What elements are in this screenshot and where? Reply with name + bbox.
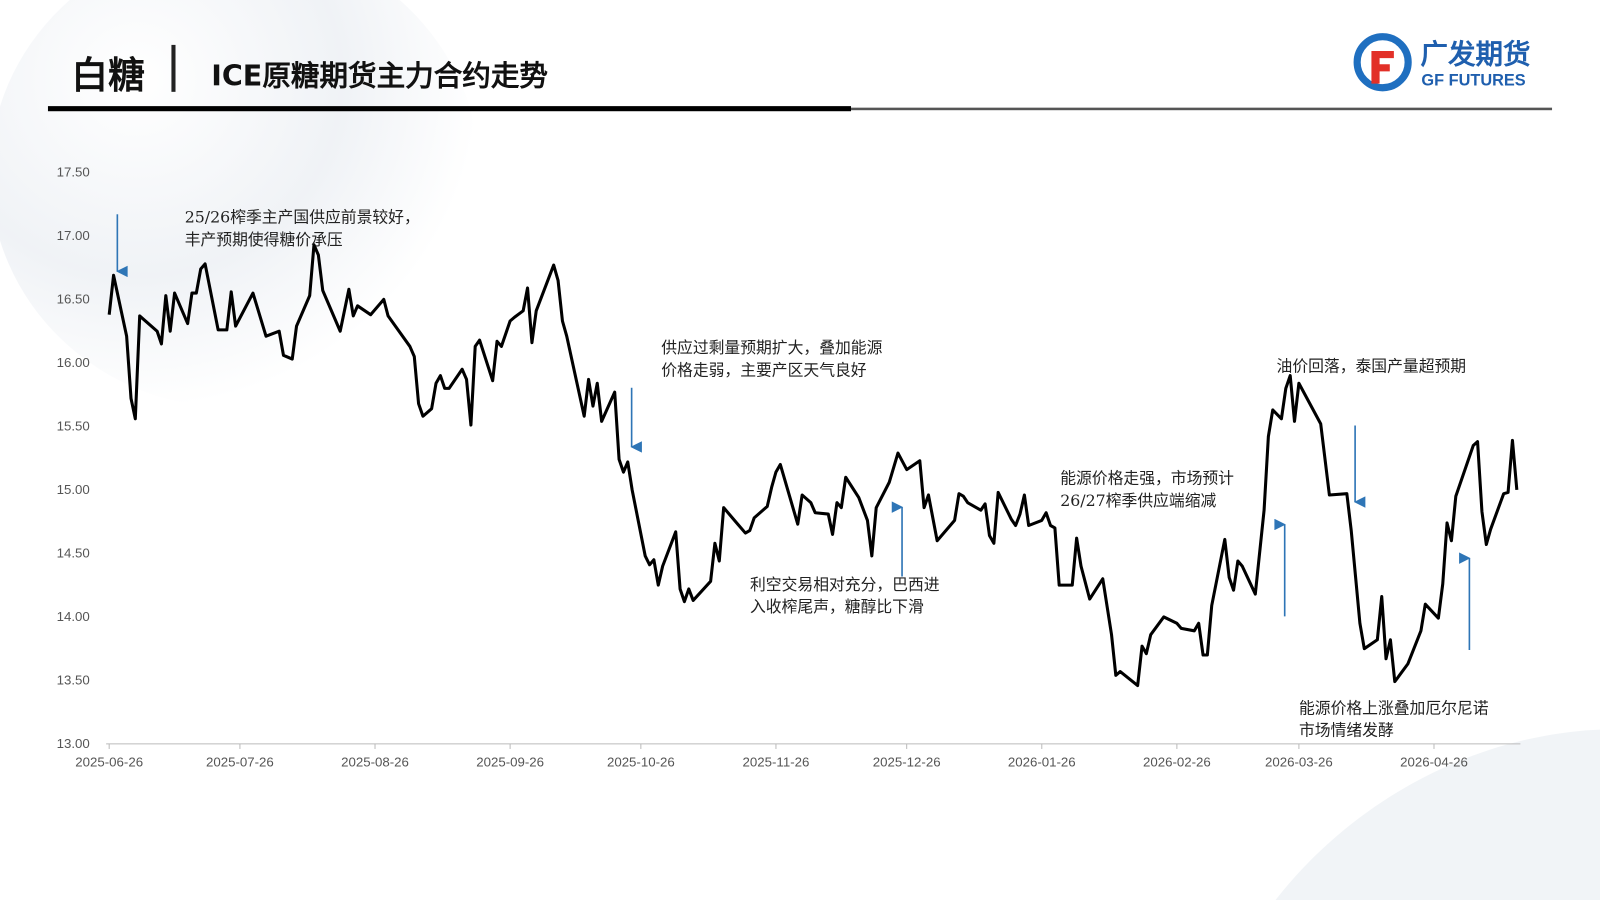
- decoration: [1275, 729, 1600, 900]
- annotation: 价格走弱，主要产区天气良好: [661, 361, 867, 380]
- x-tick-label: 2025-11-26: [743, 754, 810, 769]
- annotation: 入收榨尾声，糖醇比下滑: [750, 597, 924, 616]
- x-tick-label: 2026-02-26: [1143, 754, 1211, 769]
- annotation: 能源价格走强，市场预计: [1060, 469, 1234, 488]
- annotation: 丰产预期使得糖价承压: [185, 230, 343, 249]
- y-tick-label: 17.50: [57, 165, 90, 180]
- logo: 广发期货 GF FUTURES: [1353, 33, 1531, 92]
- x-tick-label: 2026-04-26: [1400, 754, 1468, 769]
- y-tick-label: 14.00: [57, 609, 90, 624]
- y-tick-label: 16.50: [57, 292, 90, 307]
- x-tick-label: 2025-10-26: [607, 754, 675, 769]
- price-line: [107, 243, 1519, 688]
- annotation: 供应过剩量预期扩大，叠加能源: [661, 338, 882, 357]
- section-title: 白糖: [71, 54, 144, 97]
- logo-text: GF FUTURES: [1421, 72, 1525, 90]
- logo-mark: [1353, 33, 1412, 92]
- y-tick-label: 15.50: [57, 418, 90, 433]
- x-tick-label: 2025-09-26: [476, 754, 544, 769]
- slide-title: ICE原糖期货主力合约走势: [211, 59, 548, 93]
- y-tick-label: 14.50: [57, 545, 90, 560]
- y-tick-label: 17.00: [57, 228, 90, 243]
- annotation: 26/27榨季供应端缩减: [1060, 491, 1216, 510]
- annotation: 利空交易相对充分，巴西进: [750, 575, 940, 594]
- annotation: 25/26榨季主产国供应前景较好，: [185, 207, 420, 226]
- x-tick-label: 2026-03-26: [1265, 754, 1333, 769]
- annotation: 油价回落，泰国产量超预期: [1277, 356, 1467, 375]
- y-tick-label: 13.00: [57, 736, 90, 751]
- annotation: 市场情绪发酵: [1299, 721, 1394, 740]
- y-tick-label: 16.00: [57, 355, 90, 370]
- divider: [171, 44, 176, 92]
- logo-mark: [1371, 51, 1394, 84]
- annotation: 能源价格上涨叠加厄尔尼诺: [1299, 698, 1489, 717]
- header-rule: [47, 106, 852, 112]
- y-tick-label: 15.00: [57, 482, 90, 497]
- x-tick-label: 2025-06-26: [75, 754, 143, 769]
- header-rule: [851, 107, 1553, 111]
- x-tick-label: 2025-07-26: [206, 754, 274, 769]
- x-tick-label: 2026-01-26: [1008, 754, 1076, 769]
- y-tick-label: 13.50: [57, 672, 90, 687]
- x-tick-label: 2025-12-26: [873, 754, 941, 769]
- x-tick-label: 2025-08-26: [341, 754, 409, 769]
- logo-text: 广发期货: [1420, 38, 1530, 70]
